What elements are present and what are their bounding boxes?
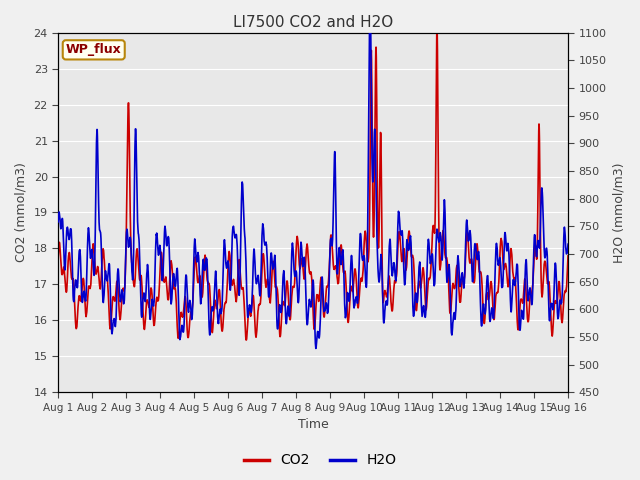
Y-axis label: CO2 (mmol/m3): CO2 (mmol/m3)	[15, 163, 28, 263]
Title: LI7500 CO2 and H2O: LI7500 CO2 and H2O	[233, 15, 393, 30]
X-axis label: Time: Time	[298, 419, 328, 432]
Text: WP_flux: WP_flux	[66, 43, 122, 56]
Legend: CO2, H2O: CO2, H2O	[238, 448, 402, 473]
Y-axis label: H2O (mmol/m3): H2O (mmol/m3)	[612, 162, 625, 263]
